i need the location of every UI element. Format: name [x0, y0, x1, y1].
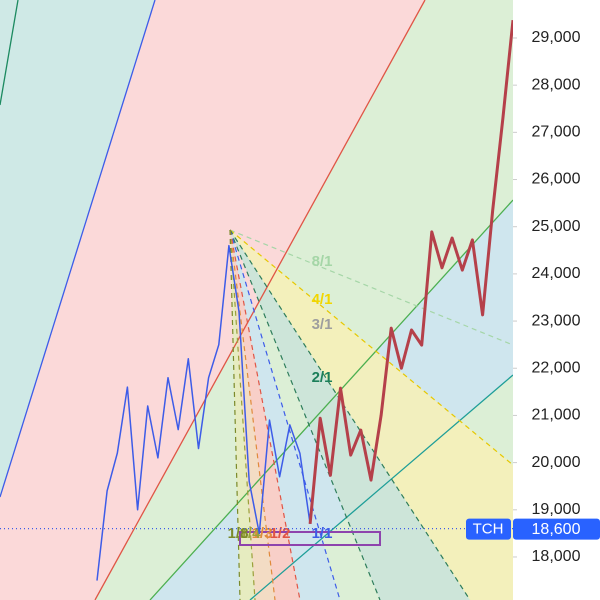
y-tick-label: 18,000: [532, 548, 581, 565]
ticker-tag: [466, 518, 511, 540]
price-tag-label: 18,600: [532, 521, 581, 538]
y-tick-label: 26,000: [532, 171, 581, 188]
fan-label: 1/8: [228, 525, 249, 542]
price-axis: [513, 0, 600, 600]
y-tick-label: 19,000: [532, 501, 581, 518]
price-tag: [513, 518, 600, 540]
fan-label: 8/1: [312, 253, 333, 270]
fan-labels: 8/1 4/1 3/1 2/1 1/1 1/2 1/3 1/4 1/8: [228, 253, 333, 542]
y-tick-label: 27,000: [532, 124, 581, 141]
fan-label: 4/1: [312, 291, 333, 308]
y-tick-label: 25,000: [532, 218, 581, 235]
drawing-background: [0, 0, 513, 600]
fan-label: 2/1: [312, 369, 333, 386]
y-tick-label: 22,000: [532, 359, 581, 376]
plot-area: [96, 19, 513, 581]
y-tick-label: 23,000: [532, 312, 581, 329]
y-tick-label: 24,000: [532, 265, 581, 282]
y-tick-label: 29,000: [532, 29, 581, 46]
fan-label: 1/2: [270, 525, 291, 542]
fan-label: 1/1: [312, 525, 333, 542]
y-tick-label: 21,000: [532, 407, 581, 424]
y-tick-label: 20,000: [532, 454, 581, 471]
fan-label: 3/1: [312, 316, 333, 333]
y-tick-label: 28,000: [532, 76, 581, 93]
ticker-label: TCH: [473, 521, 504, 538]
price-line: [96, 244, 311, 581]
price-line: [308, 19, 513, 525]
